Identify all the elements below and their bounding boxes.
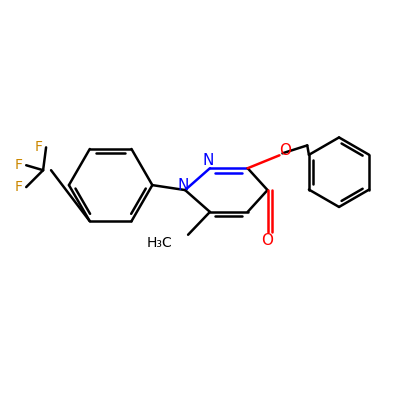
- Text: H₃C: H₃C: [146, 236, 172, 250]
- Text: F: F: [14, 180, 22, 194]
- Text: F: F: [34, 140, 42, 154]
- Text: N: N: [202, 153, 214, 168]
- Text: O: O: [262, 233, 274, 248]
- Text: O: O: [280, 143, 292, 158]
- Text: N: N: [178, 178, 189, 193]
- Text: F: F: [14, 158, 22, 172]
